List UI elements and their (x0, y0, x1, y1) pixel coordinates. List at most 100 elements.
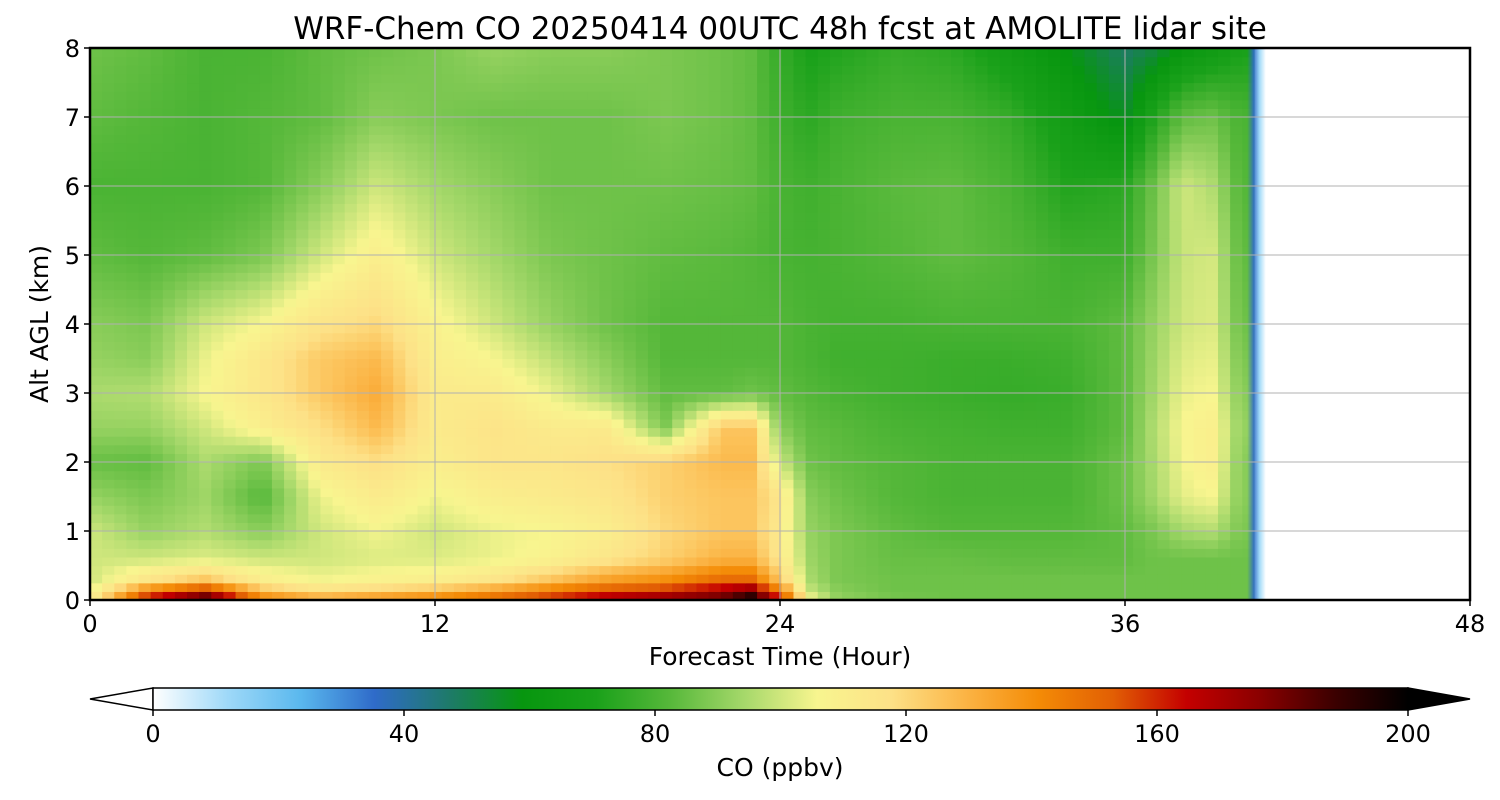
heatmap-cell (914, 453, 928, 463)
heatmap-cell (672, 444, 685, 454)
heatmap-cell (987, 229, 1001, 239)
heatmap-cell (1217, 151, 1231, 161)
heatmap-cell (1169, 565, 1183, 575)
heatmap-cell (453, 255, 467, 265)
heatmap-cell (381, 298, 394, 308)
heatmap-cell (320, 263, 334, 273)
heatmap-cell (199, 436, 212, 446)
heatmap-cell (1217, 324, 1231, 334)
heatmap-cell (951, 151, 964, 161)
heatmap-cell (211, 194, 225, 204)
heatmap-cell (744, 220, 758, 230)
heatmap-cell (1181, 565, 1195, 575)
heatmap-cell (284, 151, 297, 161)
heatmap-cell (550, 229, 564, 239)
heatmap-cell (199, 487, 212, 498)
heatmap-cell (829, 582, 843, 592)
heatmap-cell (1133, 556, 1146, 567)
heatmap-cell (563, 263, 576, 273)
heatmap-cell (344, 280, 358, 291)
heatmap-cell (1023, 349, 1037, 360)
heatmap-cell (829, 418, 843, 429)
heatmap-cell (114, 565, 127, 575)
heatmap-cell (563, 341, 576, 351)
heatmap-cell (599, 531, 613, 541)
heatmap-cell (963, 298, 977, 308)
heatmap-cell (587, 332, 601, 342)
heatmap-cell (320, 151, 334, 161)
heatmap-cell (708, 505, 722, 515)
heatmap-cell (841, 444, 855, 454)
heatmap-cell (90, 203, 103, 213)
heatmap-cell (793, 487, 807, 498)
heatmap-cell (1048, 349, 1061, 360)
heatmap-cell (393, 513, 406, 523)
heatmap-cell (356, 522, 370, 532)
heatmap-cell (296, 186, 309, 196)
heatmap-cell (344, 462, 358, 472)
heatmap-cell (963, 349, 977, 360)
heatmap-cell (271, 462, 285, 472)
heatmap-cell (647, 565, 661, 575)
heatmap-cell (757, 194, 770, 204)
heatmap-cell (684, 255, 698, 265)
heatmap-cell (1011, 539, 1025, 549)
heatmap-cell (1205, 367, 1219, 377)
heatmap-cell (162, 565, 176, 575)
heatmap-cell (635, 574, 649, 584)
heatmap-cell (1205, 462, 1219, 472)
heatmap-cell (587, 160, 601, 170)
heatmap-cell (987, 453, 1001, 463)
heatmap-cell (126, 531, 140, 541)
heatmap-cell (381, 177, 394, 187)
heatmap-cell (1108, 194, 1122, 204)
heatmap-cell (1193, 401, 1207, 411)
heatmap-cell (805, 177, 819, 187)
heatmap-cell (563, 462, 576, 472)
heatmap-cell (417, 556, 431, 567)
heatmap-cell (344, 160, 358, 170)
heatmap-cell (381, 574, 394, 584)
heatmap-cell (951, 548, 964, 558)
heatmap-cell (599, 384, 613, 394)
heatmap-cell (271, 306, 285, 316)
heatmap-cell (939, 280, 952, 291)
heatmap-cell (526, 341, 540, 351)
heatmap-cell (490, 194, 503, 204)
heatmap-cell (526, 444, 540, 454)
heatmap-cell (368, 263, 382, 273)
heatmap-cell (90, 280, 103, 291)
heatmap-cell (381, 565, 394, 575)
heatmap-cell (223, 574, 237, 584)
heatmap-cell (587, 255, 601, 265)
heatmap-cell (939, 410, 952, 420)
heatmap-cell (647, 263, 661, 273)
heatmap-cell (356, 306, 370, 316)
heatmap-cell (672, 177, 685, 187)
heatmap-cell (417, 367, 431, 377)
heatmap-cell (781, 324, 795, 334)
heatmap-cell (672, 324, 685, 334)
heatmap-cell (914, 367, 928, 377)
heatmap-cell (854, 168, 867, 178)
heatmap-cell (987, 255, 1001, 265)
heatmap-cell (235, 186, 249, 196)
heatmap-cell (660, 574, 673, 584)
heatmap-cell (1072, 324, 1086, 334)
heatmap-cell (951, 263, 964, 273)
heatmap-cell (1108, 324, 1122, 334)
heatmap-cell (684, 220, 698, 230)
heatmap-cell (429, 151, 443, 161)
heatmap-cell (174, 280, 188, 291)
heatmap-cell (405, 194, 419, 204)
heatmap-cell (102, 255, 115, 265)
heatmap-cell (356, 246, 370, 256)
heatmap-cell (781, 496, 795, 506)
heatmap-cell (1084, 522, 1098, 532)
heatmap-cell (102, 220, 115, 230)
heatmap-cell (793, 349, 807, 360)
heatmap-cell (393, 298, 406, 308)
heatmap-cell (453, 522, 467, 532)
heatmap-cell (575, 211, 588, 222)
heatmap-cell (563, 479, 576, 489)
